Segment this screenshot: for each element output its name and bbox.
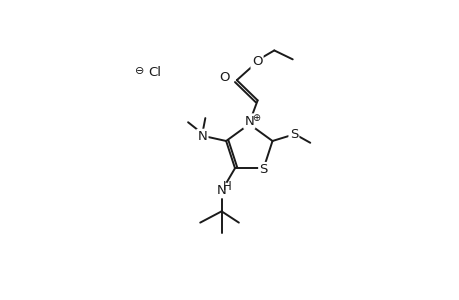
Text: N: N (216, 184, 226, 197)
Text: S: S (259, 163, 267, 176)
Text: N: N (244, 115, 254, 128)
Text: O: O (218, 71, 229, 84)
Text: ⊖: ⊖ (134, 66, 144, 76)
Text: Cl: Cl (148, 66, 161, 79)
Text: ⊕: ⊕ (251, 112, 259, 123)
Text: S: S (289, 128, 297, 141)
Text: O: O (251, 55, 262, 68)
Text: N: N (197, 130, 207, 143)
Text: H: H (223, 181, 231, 194)
